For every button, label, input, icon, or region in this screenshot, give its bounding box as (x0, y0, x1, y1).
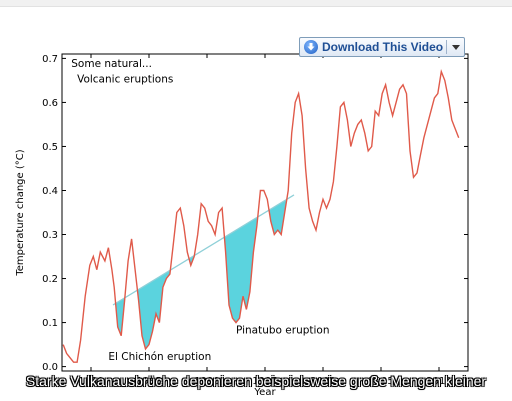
x-tick-label: 1990 (194, 376, 219, 387)
x-tick-label: 1980 (78, 376, 103, 387)
axis-ticks: 0.0 0.1 0.2 0.3 0.4 0.5 0.6 0.7 1980 1985 1990 1995… (42, 54, 468, 387)
download-button-label: Download This Video (322, 40, 444, 54)
y-axis-label: Temperature change (°C) (15, 149, 26, 276)
button-divider (446, 40, 447, 54)
cooling-fill-2 (137, 270, 170, 349)
y-tick-label: 0.5 (42, 142, 58, 153)
series-line (62, 68, 460, 363)
x-tick-label: 2000 (310, 376, 335, 387)
annotations: Some natural... Volcanic eruptions Pinatub… (71, 58, 329, 363)
annotation-text: Some natural... (71, 58, 152, 70)
x-axis-label: Year (253, 387, 276, 398)
video-subtitle: Starke Vulkanausbrüche deponieren beispi… (25, 373, 487, 389)
cooling-fill-4 (224, 217, 258, 323)
annotation-text: Pinatubo eruption (236, 325, 330, 337)
top-bar (0, 0, 512, 7)
download-video-button[interactable]: Download This Video (299, 37, 465, 57)
y-tick-label: 0.3 (42, 230, 58, 241)
y-tick-label: 0.2 (42, 274, 58, 285)
y-tick-label: 0.6 (42, 98, 58, 109)
x-tick-label: 1995 (252, 376, 277, 387)
x-tick-label: 1985 (136, 376, 161, 387)
download-arrow-icon (304, 40, 318, 54)
background-trend-line (112, 194, 295, 306)
x-tick-label: 2010 (426, 376, 451, 387)
y-tick-label: 0.4 (42, 186, 58, 197)
chevron-down-icon[interactable] (447, 38, 464, 56)
annotation-text: Volcanic eruptions (77, 74, 173, 86)
x-tick-label: 2005 (368, 376, 393, 387)
y-tick-label: 0.0 (42, 362, 58, 373)
y-tick-label: 0.1 (42, 318, 58, 329)
y-tick-label: 0.7 (42, 54, 58, 65)
annotation-text: El Chichón eruption (108, 351, 211, 363)
